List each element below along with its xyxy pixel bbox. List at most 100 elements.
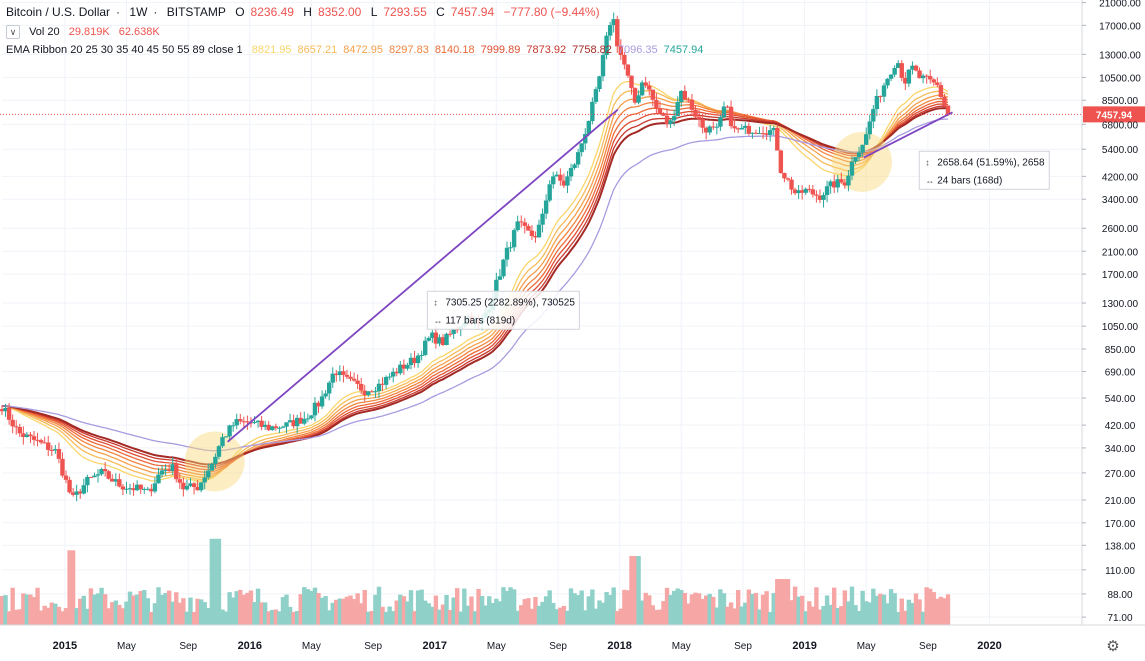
volume-bar — [494, 598, 499, 625]
candle-body — [657, 108, 663, 114]
open-label: O — [235, 5, 245, 19]
candle-body — [853, 157, 858, 162]
candle-body — [554, 174, 559, 177]
candle-body — [302, 418, 307, 424]
trendline[interactable] — [863, 111, 953, 159]
candle-body — [262, 424, 268, 427]
candle-body — [931, 79, 936, 83]
candle-body — [387, 376, 392, 378]
volume-bar — [391, 611, 396, 625]
candle-body — [600, 55, 606, 77]
candle-body — [326, 382, 332, 394]
volume-bar — [501, 587, 506, 625]
candle-body — [910, 65, 915, 70]
y-tick-label: 1700.00 — [1102, 270, 1139, 281]
volume-bar — [469, 596, 474, 625]
volume-bar — [899, 598, 904, 625]
candle-body — [551, 176, 556, 185]
volume-bar — [423, 600, 428, 625]
volume-bar — [245, 592, 250, 625]
ema-ribbon-label[interactable]: EMA Ribbon 20 25 30 35 40 45 50 55 89 cl… — [6, 44, 243, 56]
volume-bar — [903, 610, 908, 625]
candle-body — [935, 82, 940, 86]
candle-body — [835, 179, 840, 188]
volume-bar — [910, 602, 915, 625]
symbol-name[interactable]: Bitcoin / U.S. Dollar — [6, 5, 111, 19]
candle-body — [28, 434, 33, 437]
volume-bar — [611, 587, 616, 625]
candle-body — [686, 99, 691, 101]
x-tick-label: 2016 — [238, 640, 262, 652]
candle-body — [166, 470, 172, 472]
volume-bar — [871, 588, 876, 625]
candle-body — [440, 337, 446, 345]
candle-body — [152, 483, 158, 492]
x-tick-label: 2017 — [422, 640, 446, 652]
volume-bar — [714, 607, 720, 625]
volume-bar — [430, 606, 435, 625]
volume-bar — [917, 599, 922, 625]
candle-body — [703, 127, 709, 133]
candle-body — [511, 230, 517, 248]
trendline[interactable] — [227, 108, 619, 443]
volume-bar — [408, 590, 414, 625]
volume-label[interactable]: Vol 20 — [29, 26, 60, 38]
candle-body — [586, 121, 592, 134]
y-tick-label: 6800.00 — [1102, 120, 1139, 131]
candle-body — [892, 68, 897, 75]
volume-bar — [597, 600, 602, 625]
volume-bar — [426, 603, 431, 625]
volume-bar — [863, 601, 869, 625]
volume-bar — [718, 589, 723, 625]
candle-body — [561, 180, 567, 186]
volume-bar — [316, 593, 321, 625]
candle-body — [604, 35, 609, 56]
candle-body — [920, 75, 926, 79]
volume-bar — [792, 586, 798, 625]
volume-bar — [725, 606, 730, 625]
gear-icon[interactable]: ⚙ — [1106, 638, 1119, 655]
volume-bar — [67, 550, 72, 625]
volume-bar — [575, 595, 581, 625]
candle-body — [846, 175, 851, 186]
candle-body — [867, 121, 872, 135]
candle-body — [799, 190, 805, 193]
ema-value: 8657.21 — [297, 44, 338, 56]
candle-body — [405, 365, 410, 369]
candle-body — [771, 127, 776, 131]
candle-body — [597, 76, 602, 90]
interval-label[interactable]: 1W — [129, 5, 148, 19]
volume-bar — [753, 592, 759, 625]
y-tick-label: 170.00 — [1105, 519, 1136, 530]
collapse-chevron-icon[interactable]: ∨ — [6, 25, 20, 39]
volume-bar — [291, 611, 296, 625]
candle-body — [149, 488, 154, 492]
range-annotation-2-box — [918, 150, 1050, 190]
volume-bar — [782, 579, 787, 625]
exchange-label: BITSTAMP — [166, 5, 226, 19]
candle-body — [796, 190, 801, 194]
candle-body — [515, 221, 520, 231]
volume-bar — [142, 590, 147, 625]
volume-bar — [355, 593, 360, 625]
candle-body — [284, 422, 289, 427]
candle-body — [245, 421, 250, 423]
ema-value: 7873.92 — [526, 44, 567, 56]
candle-body — [145, 488, 151, 490]
ema-ribbon-legend: EMA Ribbon 20 25 30 35 40 45 50 55 89 cl… — [6, 44, 715, 56]
ema-values: 8821.95 8657.21 8472.95 8297.83 8140.18 7999.… — [252, 44, 710, 56]
candle-body — [671, 116, 677, 121]
volume-bar — [266, 611, 271, 625]
volume-bar — [511, 589, 517, 625]
volume-bar — [223, 611, 229, 625]
volume-bar — [643, 592, 648, 625]
volume-bar — [341, 598, 346, 625]
candle-body — [860, 144, 865, 153]
last-price-tag — [1083, 106, 1145, 123]
candle-body — [394, 371, 399, 374]
candle-body — [871, 109, 876, 122]
y-tick-label: 2600.00 — [1102, 224, 1139, 235]
volume-bar — [739, 606, 744, 625]
candle-body — [785, 178, 791, 180]
